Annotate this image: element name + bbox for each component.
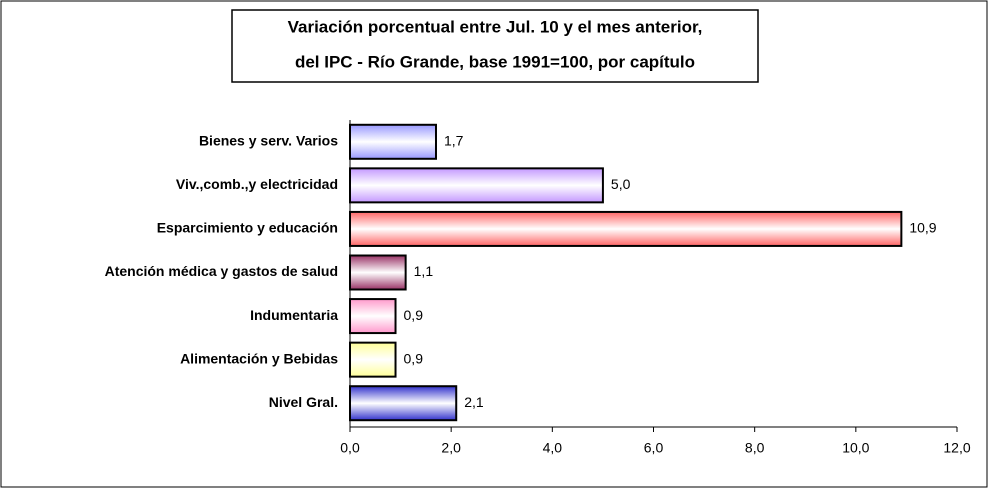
y-tick-label: Nivel Gral.	[269, 394, 338, 410]
data-label: 5,0	[611, 176, 631, 192]
bar	[349, 123, 437, 160]
data-label: 1,7	[444, 132, 464, 148]
bar	[349, 254, 407, 291]
bar	[349, 210, 903, 247]
bar	[349, 341, 397, 378]
x-tick-label: 2,0	[441, 440, 461, 456]
chart-title: del IPC - Río Grande, base 1991=100, por…	[295, 52, 695, 71]
y-tick-label: Esparcimiento y educación	[157, 220, 338, 236]
y-tick-label: Atención médica y gastos de salud	[105, 263, 338, 279]
x-tick-label: 6,0	[644, 440, 664, 456]
bar	[349, 385, 458, 422]
x-tick-label: 10,0	[842, 440, 869, 456]
y-tick-label: Alimentación y Bebidas	[180, 350, 338, 366]
x-tick-label: 4,0	[543, 440, 563, 456]
x-tick-label: 8,0	[745, 440, 765, 456]
data-label: 2,1	[464, 394, 484, 410]
data-label: 10,9	[909, 220, 936, 236]
data-label: 0,9	[404, 307, 424, 323]
y-tick-label: Indumentaria	[250, 307, 338, 323]
chart-title: Variación porcentual entre Jul. 10 y el …	[288, 17, 703, 36]
x-tick-label: 12,0	[943, 440, 970, 456]
y-tick-label: Bienes y serv. Varios	[199, 132, 338, 148]
data-label: 1,1	[414, 263, 434, 279]
data-label: 0,9	[404, 350, 424, 366]
bar	[349, 167, 604, 204]
x-tick-label: 0,0	[340, 440, 360, 456]
y-tick-label: Viv.,comb.,y electricidad	[176, 176, 338, 192]
title-box	[231, 9, 759, 83]
bar	[349, 298, 397, 335]
